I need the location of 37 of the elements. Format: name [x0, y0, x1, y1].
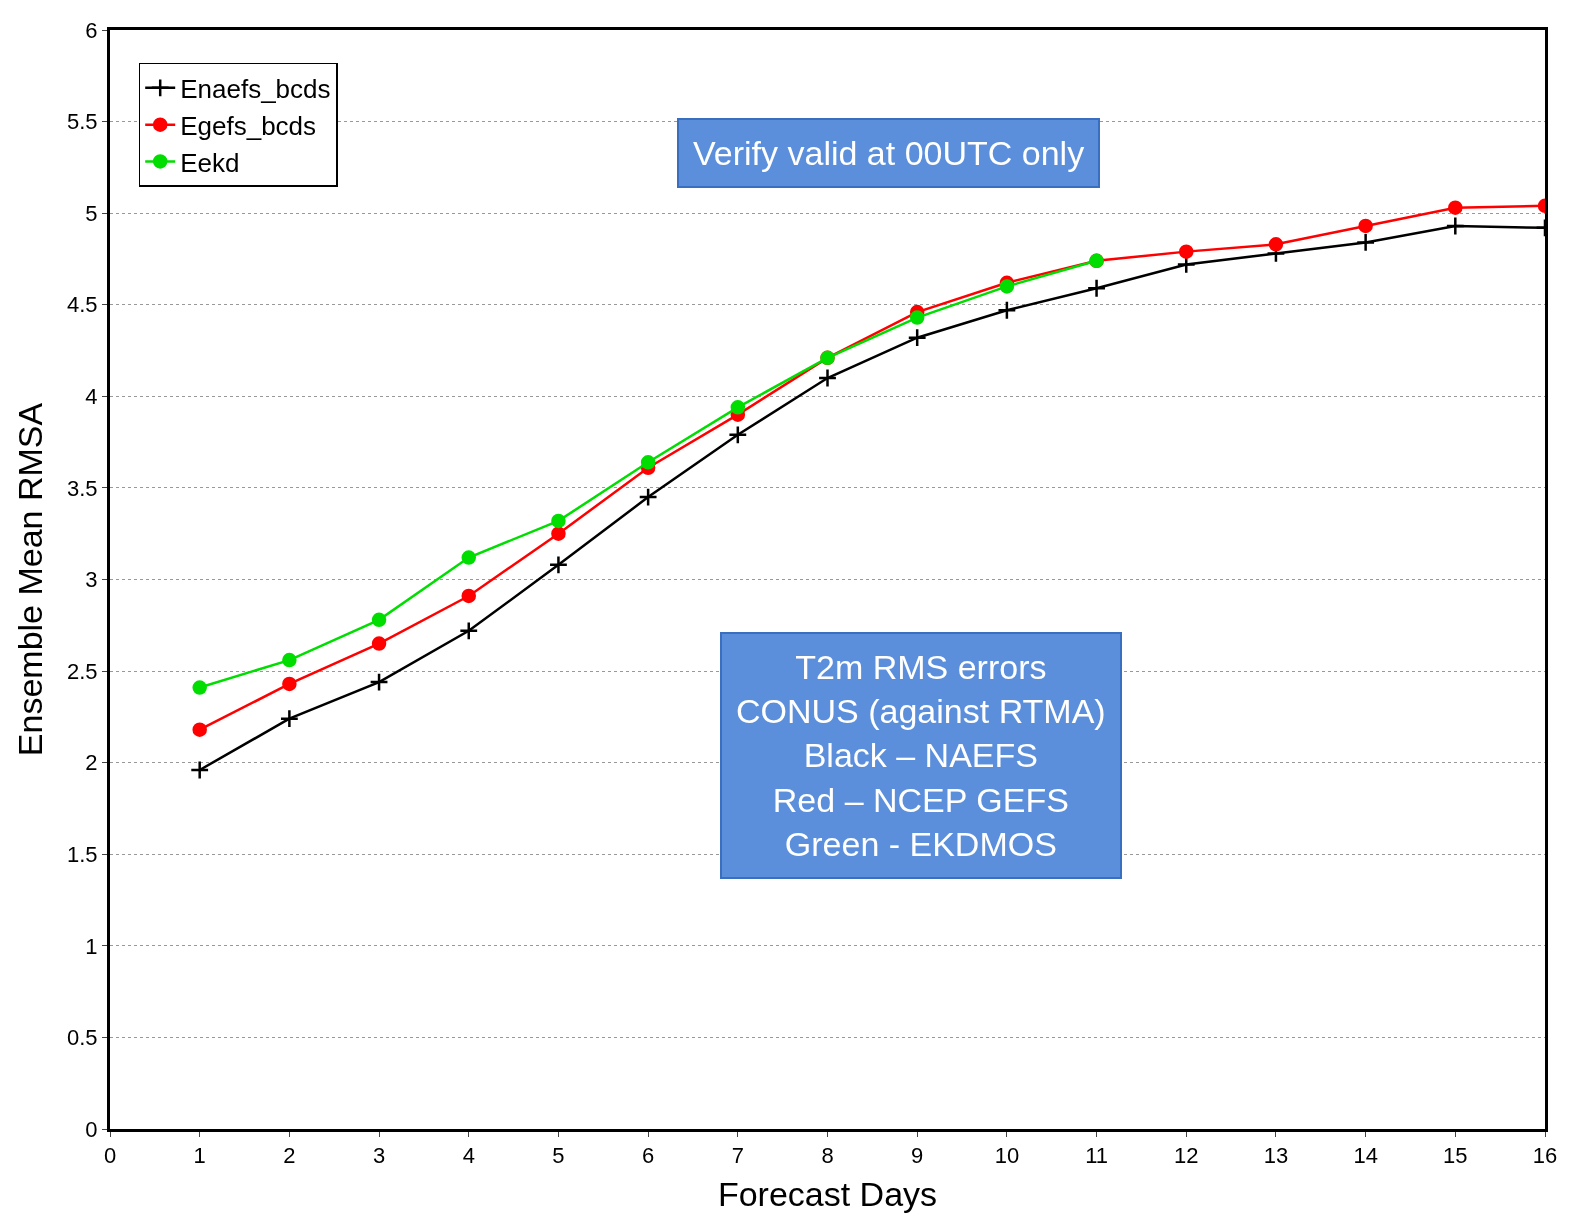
x-tick-label: 7 — [731, 1143, 744, 1169]
x-tick-label: 4 — [462, 1143, 475, 1169]
x-tick-label: 2 — [283, 1143, 296, 1169]
x-tick-label: 1 — [193, 1143, 206, 1169]
annotation: T2m RMS errors CONUS (against RTMA) Black – NAEFS Red – NCEP GEFS Green - EKDMOS — [736, 648, 1106, 863]
legend-label: Egefs_bcds — [180, 110, 317, 141]
x-tick-label: 13 — [1263, 1143, 1289, 1169]
y-tick-label: 4.5 — [67, 292, 98, 318]
x-tick-label: 10 — [994, 1143, 1020, 1169]
y-tick-label: 2.5 — [67, 658, 98, 684]
x-tick-label: 15 — [1443, 1143, 1468, 1169]
annotation: Verify valid at 00UTC only — [693, 134, 1085, 172]
x-tick-label: 6 — [642, 1143, 655, 1169]
y-tick-label: 5 — [85, 200, 98, 226]
x-tick-label: 16 — [1532, 1143, 1558, 1169]
y-tick-label: 3.5 — [67, 475, 98, 501]
y-tick-label: 1 — [85, 933, 98, 959]
y-tick-label: 0.5 — [67, 1025, 98, 1051]
x-axis-title: Forecast Days — [717, 1174, 938, 1213]
y-tick-label: 2 — [85, 750, 98, 776]
legend-label: Enaefs_bcds — [180, 74, 331, 105]
x-tick-label: 11 — [1085, 1143, 1108, 1169]
y-axis-title: Ensemble Mean RMSA — [10, 402, 49, 757]
y-tick-label: 3 — [85, 567, 98, 593]
x-tick-label: 9 — [911, 1143, 924, 1169]
y-tick-label: 6 — [85, 17, 98, 43]
x-tick-label: 8 — [821, 1143, 834, 1169]
x-tick-label: 12 — [1174, 1143, 1199, 1169]
x-tick-label: 14 — [1353, 1143, 1378, 1169]
y-tick-label: 0 — [85, 1116, 98, 1142]
y-tick-label: 5.5 — [67, 109, 98, 135]
x-tick-label: 5 — [552, 1143, 565, 1169]
x-tick-label: 0 — [103, 1143, 117, 1169]
legend-label: Eekd — [180, 147, 240, 178]
y-tick-label: 4 — [85, 384, 98, 410]
x-tick-label: 3 — [372, 1143, 386, 1169]
y-tick-label: 1.5 — [67, 841, 98, 867]
